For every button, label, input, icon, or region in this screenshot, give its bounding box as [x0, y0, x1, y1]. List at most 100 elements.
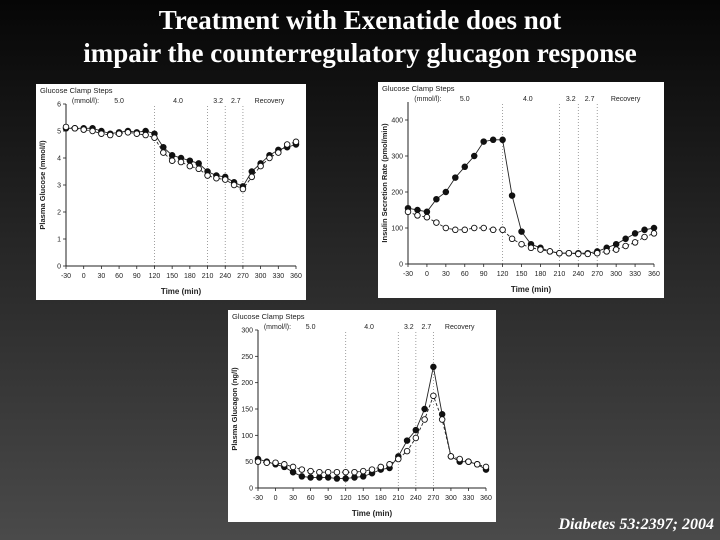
x-tick-label: -30: [61, 273, 71, 280]
data-point: [133, 130, 141, 137]
slide-title-line-2: impair the counterregulatory glucagon re…: [83, 38, 637, 68]
data-point: [412, 434, 420, 442]
data-point: [263, 459, 271, 466]
data-point: [333, 468, 341, 476]
x-tick-label: 150: [357, 495, 369, 502]
data-point: [248, 173, 256, 181]
x-tick-label: 330: [272, 273, 284, 280]
data-point: [62, 123, 70, 131]
data-point: [289, 468, 297, 476]
data-point: [342, 475, 349, 482]
x-tick-label: 120: [149, 273, 161, 280]
x-tick-label: 30: [289, 495, 297, 502]
x-tick-label: -30: [253, 495, 263, 502]
data-point: [316, 468, 323, 476]
data-point: [414, 206, 421, 214]
glucose-chart: Glucose Clamp Steps (mmol/l): 5.0 4.0 3.2 2.7…: [38, 86, 302, 296]
data-point: [480, 224, 487, 232]
glucose-chart-panel: Glucose Clamp Steps (mmol/l): 5.0 4.0 3.2 2.7…: [36, 84, 306, 300]
data-point: [499, 136, 506, 144]
data-point: [461, 226, 469, 234]
y-tick-label: 1: [57, 237, 61, 244]
x-tick-label: 0: [82, 273, 86, 280]
data-point: [480, 138, 487, 145]
y-tick-label: 300: [241, 328, 253, 335]
data-point: [433, 195, 440, 203]
data-point: [508, 192, 516, 199]
data-point: [186, 157, 194, 164]
data-point: [584, 250, 592, 258]
data-point: [307, 474, 314, 481]
data-point: [124, 129, 132, 136]
x-tick-label: 210: [392, 495, 404, 502]
y-tick-label: 0: [57, 264, 61, 271]
data-point: [142, 131, 149, 139]
clamp-step-label: 2.7: [585, 96, 595, 103]
data-point: [298, 473, 306, 480]
x-tick-label: 90: [480, 271, 488, 278]
x-tick-label: 330: [629, 271, 641, 278]
data-point: [80, 126, 87, 133]
clamp-step-label: 5.0: [306, 324, 316, 331]
clamp-step-label: 5.0: [114, 98, 124, 105]
x-tick-label: 150: [166, 273, 178, 280]
data-point: [386, 461, 393, 468]
data-point: [324, 468, 332, 476]
y-tick-label: 3: [57, 183, 61, 190]
x-tick-label: 270: [428, 495, 440, 502]
data-point: [257, 162, 264, 170]
clamp-step-label: 2.7: [422, 324, 432, 331]
data-point: [518, 228, 525, 235]
data-point: [333, 475, 341, 482]
data-point: [316, 474, 323, 481]
data-point: [195, 160, 202, 167]
clamp-step-label: 4.0: [364, 324, 374, 331]
data-point: [482, 463, 490, 471]
data-point: [518, 240, 525, 248]
y-tick-label: 300: [391, 154, 403, 161]
x-tick-label: 180: [535, 271, 547, 278]
x-tick-label: 360: [480, 495, 492, 502]
x-tick-label: 180: [184, 273, 196, 280]
data-point: [622, 235, 629, 243]
data-point: [239, 185, 247, 193]
x-tick-label: 180: [375, 495, 387, 502]
data-point: [537, 246, 544, 253]
data-point: [160, 143, 167, 151]
y-tick-label: 100: [391, 226, 403, 233]
x-tick-label: 240: [572, 271, 584, 278]
clamp-steps-header: Glucose Clamp Steps: [232, 312, 305, 321]
data-point: [213, 174, 220, 182]
x-tick-label: 120: [340, 495, 352, 502]
data-point: [289, 463, 297, 471]
data-point: [151, 134, 158, 142]
y-tick-label: 0: [399, 262, 403, 269]
data-point: [272, 459, 279, 466]
data-point: [430, 392, 437, 400]
data-point: [470, 152, 478, 160]
x-tick-label: 330: [463, 495, 475, 502]
data-point: [359, 473, 367, 480]
clamp-steps-header: Glucose Clamp Steps: [382, 84, 455, 93]
clamp-steps-unit-label: (mmol/l):: [72, 98, 99, 105]
glucagon-chart: Glucose Clamp Steps (mmol/l): 5.0 4.0 3.2 2.7…: [230, 312, 492, 518]
y-tick-label: 200: [391, 190, 403, 197]
data-point: [412, 426, 420, 434]
x-tick-label: 300: [445, 495, 457, 502]
y-tick-label: 2: [57, 210, 61, 217]
data-point: [499, 226, 506, 234]
data-point: [168, 152, 176, 159]
data-point: [461, 163, 469, 171]
data-point: [292, 138, 300, 146]
data-point: [650, 224, 658, 232]
data-point: [324, 474, 332, 481]
data-point: [377, 463, 385, 471]
data-point: [351, 474, 358, 481]
data-point: [248, 168, 256, 175]
x-tick-label: 270: [237, 273, 249, 280]
y-axis-label: Insulin Secretion Rate (pmol/min): [380, 123, 389, 243]
data-point: [556, 249, 563, 257]
x-tick-label: 360: [290, 273, 302, 280]
slide-title-line-1: Treatment with Exenatide does not: [158, 5, 562, 35]
x-tick-label: -30: [403, 271, 413, 278]
